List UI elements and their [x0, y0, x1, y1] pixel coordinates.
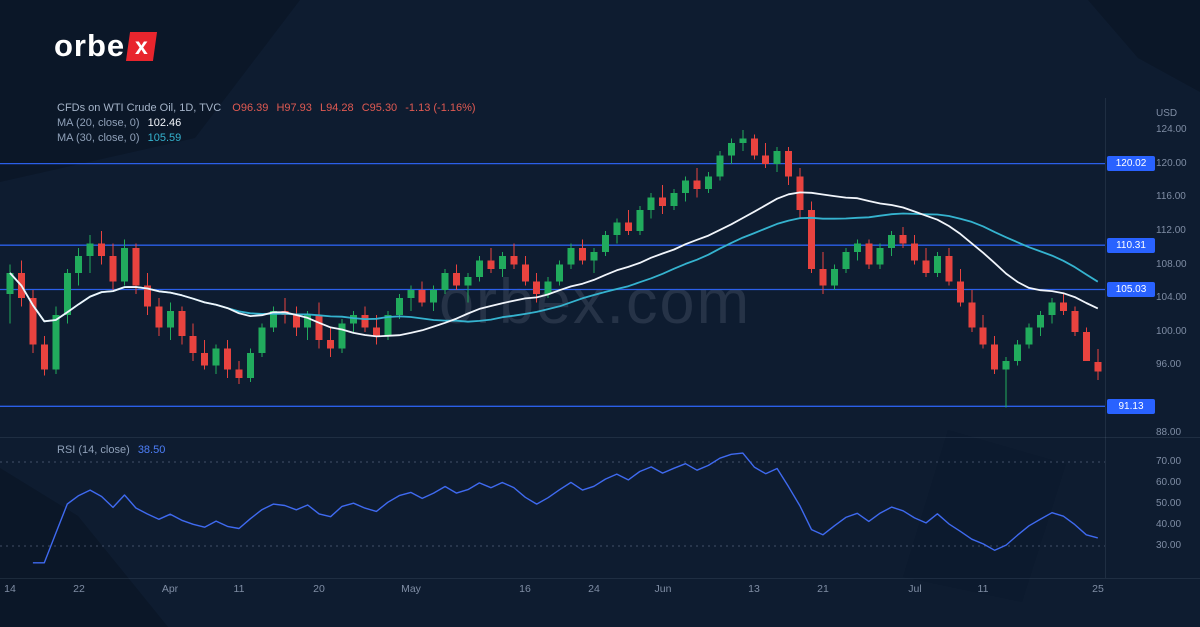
ma30-value: 105.59 [147, 132, 182, 144]
price-level-tag[interactable]: 110.31 [1107, 238, 1155, 253]
time-tick: 21 [817, 583, 829, 595]
logo-x-letter: x [135, 32, 149, 59]
rsi-tick: 30.00 [1156, 540, 1182, 551]
rsi-legend: RSI (14, close) 38.50 [57, 443, 165, 458]
time-tick: 14 [4, 583, 16, 595]
decor-shape-top-right [1088, 0, 1200, 92]
rsi-tick: 60.00 [1156, 477, 1182, 488]
price-tick: 100.00 [1156, 326, 1187, 337]
decor-shape-bottom-left [0, 468, 168, 627]
time-tick: 25 [1092, 583, 1104, 595]
time-tick: 22 [73, 583, 85, 595]
ohlc-change: -1.13 (-1.16%) [405, 102, 476, 114]
logo-text: orbe [54, 28, 126, 63]
ma30-row: MA (30, close, 0) 105.59 [57, 131, 481, 146]
price-tick: 104.00 [1156, 292, 1187, 303]
rsi-tick: 50.00 [1156, 498, 1182, 509]
time-tick: 24 [588, 583, 600, 595]
logo-x-badge: x [126, 31, 158, 61]
time-tick: Apr [161, 583, 179, 595]
price-tick: 116.00 [1156, 191, 1186, 202]
decor-shape-top-left [0, 0, 300, 182]
rsi-tick: 40.00 [1156, 519, 1182, 530]
ohlc-low: L94.28 [319, 102, 354, 114]
rsi-value: 38.50 [137, 444, 166, 456]
ma30-label[interactable]: MA (30, close, 0) [57, 132, 140, 144]
ohlc-close: C95.30 [361, 102, 398, 114]
symbol-row: CFDs on WTI Crude Oil, 1D, TVC O96.39 H9… [57, 101, 481, 116]
time-tick: Jul [908, 583, 922, 595]
price-tick: 112.00 [1156, 225, 1186, 236]
price-level-tag[interactable]: 120.02 [1107, 156, 1155, 171]
price-tick: 108.00 [1156, 259, 1187, 270]
rsi-label[interactable]: RSI (14, close) [57, 444, 130, 456]
currency-label: USD [1156, 108, 1178, 119]
rsi-tick: 70.00 [1156, 456, 1182, 467]
price-axis[interactable]: USD 124.00 120.00 116.00 112.00 108.00 104.00… [1105, 0, 1200, 627]
time-tick: 16 [519, 583, 531, 595]
price-level-tag[interactable]: 105.03 [1107, 282, 1155, 297]
price-tick: 88.00 [1156, 427, 1182, 438]
symbol-title[interactable]: CFDs on WTI Crude Oil, 1D, TVC [57, 102, 222, 114]
time-tick: Jun [654, 583, 672, 595]
price-tick: 96.00 [1156, 359, 1182, 370]
time-tick: 11 [977, 583, 989, 595]
ma20-value: 102.46 [147, 117, 182, 129]
price-level-tag[interactable]: 91.13 [1107, 399, 1155, 414]
decor-shape-right [903, 430, 1066, 602]
ma20-row: MA (20, close, 0) 102.46 [57, 116, 481, 131]
orbex-logo: orbe x [54, 27, 158, 65]
ma20-label[interactable]: MA (20, close, 0) [57, 117, 140, 129]
time-tick: 20 [313, 583, 325, 595]
time-tick: 13 [748, 583, 760, 595]
time-tick: May [401, 583, 421, 595]
ohlc-high: H97.93 [276, 102, 312, 114]
time-axis[interactable]: 14 22 Apr 11 20 May 16 24 Jun 13 21 Jul 11 25 [0, 581, 1105, 601]
time-tick: 11 [233, 583, 245, 595]
price-tick: 120.00 [1156, 158, 1187, 169]
ohlc-open: O96.39 [232, 102, 269, 114]
chart-legend: CFDs on WTI Crude Oil, 1D, TVC O96.39 H9… [57, 101, 481, 146]
price-tick: 124.00 [1156, 124, 1187, 135]
